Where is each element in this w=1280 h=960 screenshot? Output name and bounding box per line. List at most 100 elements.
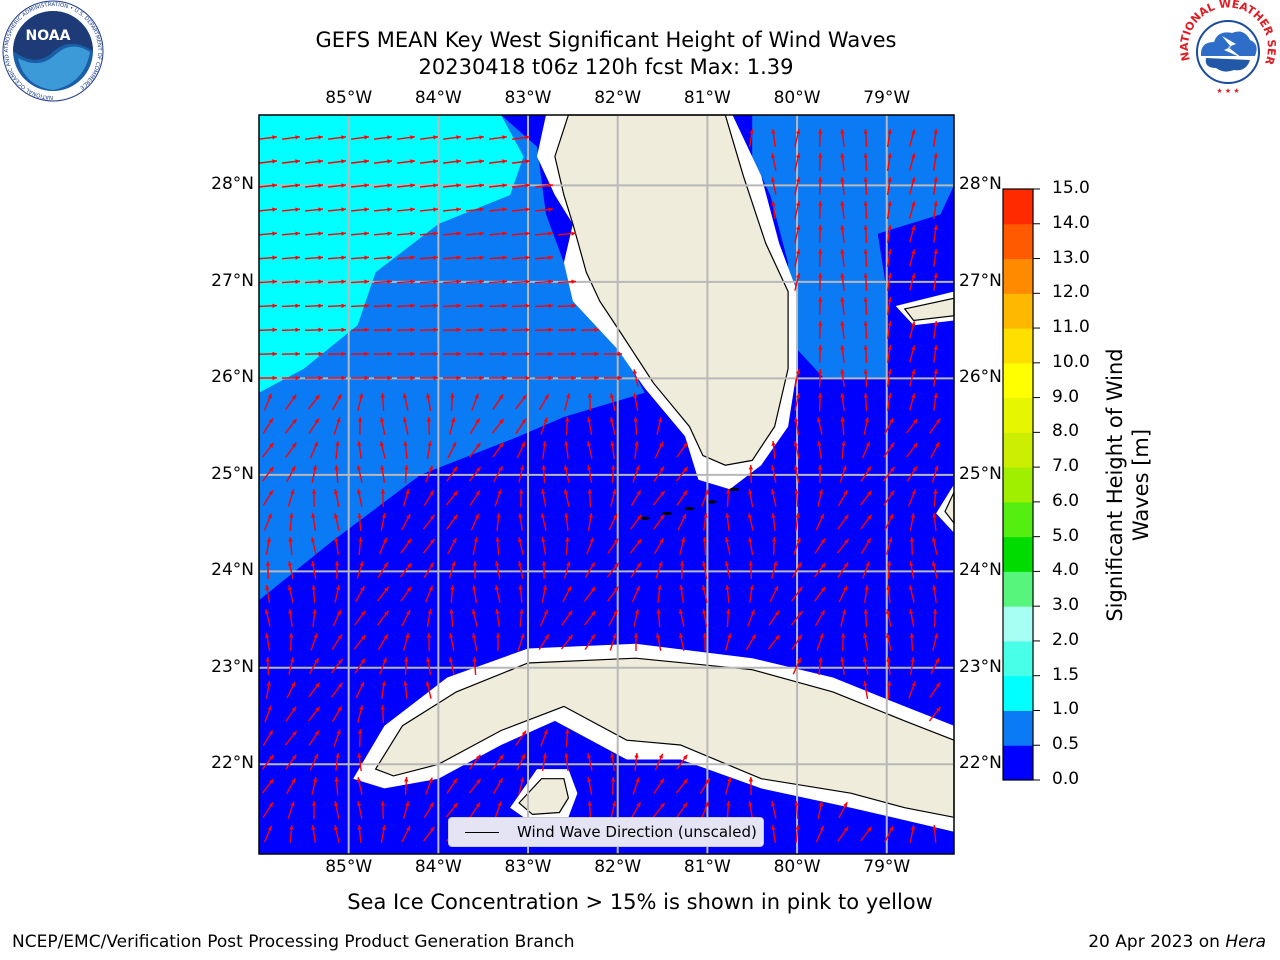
wave-arrow-260 bbox=[402, 417, 409, 435]
wave-arrow-61 bbox=[933, 176, 938, 196]
wave-arrow-403 bbox=[472, 537, 479, 555]
wave-arrow-605 bbox=[311, 777, 318, 795]
wave-arrow-520 bbox=[402, 633, 410, 651]
wave-arrow-451 bbox=[887, 560, 892, 580]
wave-arrow-372 bbox=[446, 514, 458, 530]
wave-arrow-535 bbox=[745, 633, 757, 651]
wave-arrow-540 bbox=[863, 633, 869, 651]
wave-arrow-469 bbox=[607, 586, 619, 602]
wave-arrow-173 bbox=[488, 327, 508, 333]
wave-arrow-635 bbox=[630, 801, 642, 819]
wave-arrow-602 bbox=[676, 754, 688, 770]
wave-arrow-406 bbox=[541, 537, 547, 555]
wave-arrow-366 bbox=[311, 513, 317, 531]
wave-arrow-98 bbox=[818, 224, 823, 244]
wave-arrow-508 bbox=[814, 609, 826, 627]
wave-arrow-330 bbox=[860, 466, 872, 482]
wave-arrow-551 bbox=[426, 657, 432, 675]
wave-arrow-90 bbox=[419, 231, 439, 236]
wave-arrow-163 bbox=[258, 327, 278, 333]
wave-arrow-481 bbox=[886, 584, 891, 604]
wave-arrow-437 bbox=[563, 561, 571, 579]
wave-arrow-528 bbox=[584, 634, 596, 650]
lat-label-right-1: 27°N bbox=[959, 270, 1002, 291]
wind-wave-direction-arrows bbox=[258, 128, 942, 844]
wave-arrow-638 bbox=[701, 801, 709, 819]
wave-arrow-165 bbox=[304, 327, 324, 333]
wave-arrow-290 bbox=[516, 441, 526, 459]
wave-arrow-463 bbox=[472, 585, 478, 603]
wave-arrow-570 bbox=[887, 680, 892, 700]
wave-arrow-601 bbox=[654, 753, 664, 771]
wave-arrow-125 bbox=[281, 279, 301, 284]
wave-arrow-336 bbox=[311, 488, 317, 508]
wave-arrow-608 bbox=[404, 776, 409, 796]
wave-arrow-533 bbox=[702, 632, 708, 652]
wave-arrow-609 bbox=[425, 777, 433, 795]
wave-arrow-227 bbox=[886, 369, 892, 387]
wave-arrow-343 bbox=[469, 490, 481, 506]
wave-arrow-328 bbox=[817, 464, 823, 484]
wave-arrow-174 bbox=[511, 327, 531, 333]
wave-arrow-441 bbox=[655, 561, 663, 579]
wave-arrow-652 bbox=[422, 826, 436, 842]
wave-arrow-671 bbox=[859, 826, 873, 842]
wave-arrow-422 bbox=[909, 536, 915, 556]
wave-arrow-17 bbox=[863, 128, 868, 148]
wave-arrow-257 bbox=[333, 417, 341, 435]
lon-label-top-3: 82°W bbox=[594, 88, 642, 108]
wave-arrow-587 bbox=[565, 728, 570, 748]
wave-arrow-612 bbox=[492, 777, 504, 795]
wave-arrow-221 bbox=[603, 375, 623, 381]
wave-arrow-130 bbox=[396, 279, 416, 284]
lat-label-left-4: 24°N bbox=[211, 560, 254, 581]
wave-arrow-643 bbox=[817, 801, 824, 819]
wave-arrow-73 bbox=[511, 207, 531, 212]
wave-arrow-470 bbox=[631, 585, 641, 603]
wave-arrow-303 bbox=[883, 442, 895, 458]
cuba-land bbox=[374, 657, 955, 819]
wave-arrow-499 bbox=[608, 609, 618, 627]
lat-lon-grid bbox=[259, 115, 954, 854]
wave-arrow-287 bbox=[447, 441, 457, 459]
wave-arrow-414 bbox=[724, 537, 731, 555]
wave-arrow-91 bbox=[442, 231, 462, 236]
wave-arrow-275 bbox=[863, 417, 870, 435]
wave-arrow-115 bbox=[511, 255, 531, 260]
colorbar-tick-11: 9.0 bbox=[1052, 386, 1080, 407]
wave-arrow-194 bbox=[488, 351, 508, 357]
wave-arrow-294 bbox=[610, 440, 615, 460]
wave-arrow-387 bbox=[795, 512, 800, 532]
wave-arrow-29 bbox=[442, 159, 462, 164]
colorbar-segment-8 bbox=[1003, 467, 1033, 503]
wave-arrow-630 bbox=[445, 802, 459, 818]
wave-arrow-113 bbox=[465, 255, 485, 260]
wave-arrow-202 bbox=[863, 344, 868, 364]
wave-arrow-426 bbox=[310, 561, 317, 579]
wave-arrow-224 bbox=[818, 368, 823, 388]
wave-arrow-40 bbox=[933, 152, 938, 172]
wave-arrow-170 bbox=[419, 327, 439, 333]
lat-label-right-0: 28°N bbox=[959, 174, 1002, 195]
wave-arrow-60 bbox=[908, 177, 916, 195]
wave-arrow-373 bbox=[470, 513, 480, 531]
wave-arrow-172 bbox=[465, 327, 485, 333]
wave-arrow-88 bbox=[373, 231, 393, 236]
wave-arrow-501 bbox=[656, 608, 661, 628]
colorbar-tick-15: 13.0 bbox=[1052, 247, 1090, 268]
wave-arrow-321 bbox=[611, 464, 616, 484]
wave-arrow-448 bbox=[813, 562, 827, 578]
wave-arrow-417 bbox=[793, 537, 801, 555]
wave-arrow-523 bbox=[471, 633, 478, 651]
wave-arrow-435 bbox=[517, 561, 524, 579]
wave-arrow-574 bbox=[285, 706, 297, 722]
wave-arrow-502 bbox=[678, 609, 685, 627]
wave-arrow-629 bbox=[423, 801, 435, 819]
wave-arrow-673 bbox=[909, 825, 916, 843]
bahamas-andros-nodata bbox=[936, 484, 954, 533]
wave-arrow-360 bbox=[859, 490, 873, 506]
wave-arrow-447 bbox=[791, 561, 803, 579]
wave-arrow-434 bbox=[494, 561, 501, 579]
footer-machine: Hera bbox=[1225, 932, 1266, 952]
wave-arrow-512 bbox=[909, 609, 915, 627]
